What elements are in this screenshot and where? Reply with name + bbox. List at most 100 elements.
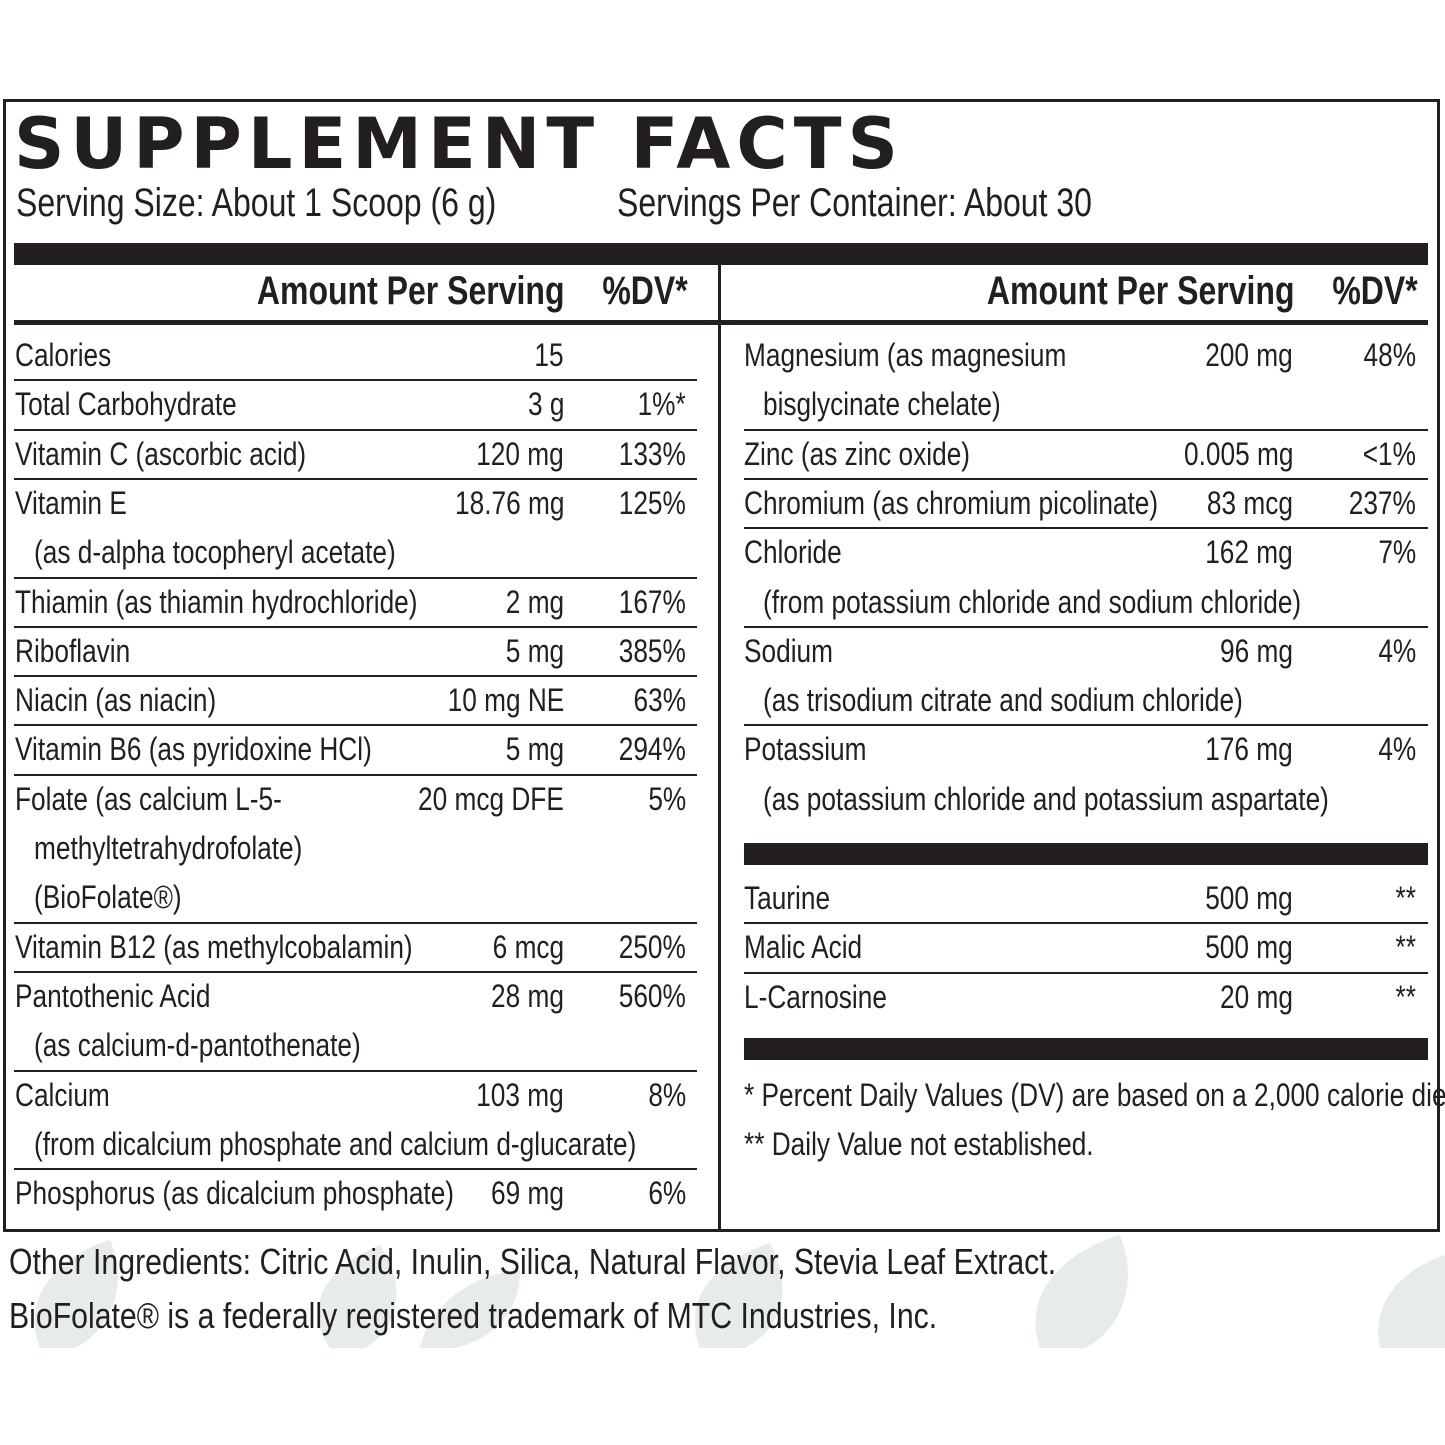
nutrient-dv: 385% — [618, 632, 686, 669]
nutrient-amount: 5 mg — [505, 632, 564, 669]
nutrient-name: Calories — [15, 337, 112, 373]
nutrient-name: Zinc (as zinc oxide) — [744, 435, 971, 472]
right-header-rule — [721, 320, 1428, 325]
nutrient-detail: (as potassium chloride and potassium asp… — [763, 780, 1329, 817]
nutrient-detail: methyltetrahydrofolate) — [34, 830, 303, 866]
row-separator — [14, 773, 697, 776]
footnote-dv-not-established: ** Daily Value not established. — [744, 1126, 1094, 1162]
row-separator — [744, 428, 1428, 431]
right-lower-thick-bar — [744, 1038, 1428, 1060]
nutrient-amount: 18.76 mg — [454, 484, 564, 521]
nutrient-amount: 120 mg — [476, 435, 564, 472]
nutrient-name: Folate (as calcium L-5- — [15, 780, 282, 817]
nutrient-name: Malic Acid — [744, 929, 863, 966]
nutrient-detail: (as d-alpha tocopheryl acetate) — [34, 534, 396, 571]
nutrient-dv: <1% — [1362, 435, 1416, 472]
row-separator — [14, 477, 697, 480]
nutrient-name: Taurine — [744, 880, 831, 916]
nutrient-amount: 5 mg — [505, 731, 564, 768]
nutrient-name: Sodium — [744, 632, 833, 669]
nutrient-name: L-Carnosine — [744, 978, 887, 1015]
nutrient-amount: 28 mg — [491, 977, 564, 1014]
nutrient-amount: 6 mcg — [492, 928, 564, 965]
nutrient-name: Calcium — [15, 1076, 110, 1113]
row-separator — [14, 576, 697, 579]
nutrient-name: Pantothenic Acid — [15, 977, 211, 1014]
nutrient-name: Total Carbohydrate — [15, 386, 237, 423]
nutrient-name: Potassium — [744, 731, 867, 768]
other-ingredients: Other Ingredients: Citric Acid, Inulin, … — [9, 1241, 1057, 1282]
nutrient-dv: 294% — [618, 731, 686, 768]
servings-per-container: Servings Per Container: About 30 — [617, 181, 1092, 225]
row-separator — [744, 625, 1428, 628]
row-separator — [744, 477, 1428, 480]
right-amount-header: Amount Per Serving — [987, 269, 1295, 313]
nutrient-dv: 167% — [618, 583, 686, 620]
nutrient-amount: 15 — [534, 337, 564, 373]
nutrient-name: Vitamin B12 (as methylcobalamin) — [15, 928, 413, 965]
nutrient-amount: 69 mg — [491, 1175, 564, 1212]
nutrient-dv: 560% — [618, 977, 686, 1014]
nutrient-dv: 8% — [648, 1076, 686, 1113]
column-divider — [718, 265, 721, 1232]
row-separator — [14, 625, 697, 628]
left-header-rule — [14, 320, 718, 325]
nutrient-amount: 83 mcg — [1206, 484, 1293, 521]
nutrient-dv: 250% — [618, 928, 686, 965]
row-separator — [14, 1069, 697, 1072]
nutrient-amount: 500 mg — [1205, 880, 1293, 916]
nutrient-dv: 237% — [1348, 484, 1416, 521]
header-thick-bar — [14, 243, 1428, 265]
nutrient-detail: (from dicalcium phosphate and calcium d-… — [34, 1125, 637, 1162]
nutrient-dv: 4% — [1378, 731, 1416, 768]
nutrient-name: Thiamin (as thiamin hydrochloride) — [15, 583, 418, 620]
nutrient-name: Vitamin C (ascorbic acid) — [15, 435, 307, 472]
nutrient-dv: 7% — [1378, 534, 1416, 571]
nutrient-dv: 133% — [618, 435, 686, 472]
nutrient-name: Chromium (as chromium picolinate) — [744, 484, 1159, 521]
row-separator — [14, 1168, 697, 1171]
nutrient-amount: 10 mg NE — [447, 682, 564, 719]
nutrient-detail: (BioFolate®) — [34, 879, 182, 916]
nutrient-amount: 20 mg — [1220, 978, 1293, 1015]
nutrient-dv: ** — [1395, 880, 1416, 916]
trademark-note: BioFolate® is a federally registered tra… — [9, 1295, 938, 1336]
nutrient-dv: 125% — [618, 484, 686, 521]
nutrient-detail: (as calcium-d-pantothenate) — [34, 1027, 361, 1064]
row-separator — [14, 970, 697, 973]
nutrient-name: Niacin (as niacin) — [15, 682, 217, 719]
nutrient-amount: 0.005 mg — [1183, 435, 1293, 472]
row-separator — [14, 379, 697, 382]
nutrient-dv: 4% — [1378, 632, 1416, 669]
left-dv-header: %DV* — [602, 269, 688, 313]
nutrient-dv: 48% — [1363, 337, 1416, 373]
row-separator — [14, 724, 697, 727]
nutrient-amount: 176 mg — [1205, 731, 1293, 768]
nutrient-detail: (from potassium chloride and sodium chlo… — [763, 583, 1302, 620]
supplement-facts-panel — [3, 99, 1440, 1232]
nutrient-name: Phosphorus (as dicalcium phosphate) — [15, 1175, 455, 1212]
serving-size: Serving Size: About 1 Scoop (6 g) — [16, 181, 497, 225]
nutrient-detail: (as trisodium citrate and sodium chlorid… — [763, 682, 1243, 719]
nutrient-dv: ** — [1395, 929, 1416, 966]
nutrient-dv: 6% — [648, 1175, 686, 1212]
nutrient-dv: ** — [1395, 978, 1416, 1015]
nutrient-amount: 96 mg — [1220, 632, 1293, 669]
row-separator — [744, 971, 1428, 974]
nutrient-amount: 20 mcg DFE — [418, 780, 564, 817]
row-separator — [744, 922, 1428, 925]
right-mid-thick-bar — [744, 843, 1428, 865]
row-separator — [744, 724, 1428, 727]
nutrient-amount: 162 mg — [1205, 534, 1293, 571]
nutrient-detail: bisglycinate chelate) — [763, 386, 1001, 423]
left-amount-header: Amount Per Serving — [257, 269, 565, 313]
row-separator — [14, 675, 697, 678]
nutrient-name: Vitamin B6 (as pyridoxine HCl) — [15, 731, 372, 768]
row-separator — [744, 527, 1428, 530]
nutrient-amount: 200 mg — [1205, 337, 1293, 373]
nutrient-name: Vitamin E — [15, 484, 127, 521]
leaf-pattern-background — [0, 1235, 1445, 1348]
row-separator — [14, 428, 697, 431]
nutrient-amount: 500 mg — [1205, 929, 1293, 966]
row-separator — [14, 921, 697, 924]
